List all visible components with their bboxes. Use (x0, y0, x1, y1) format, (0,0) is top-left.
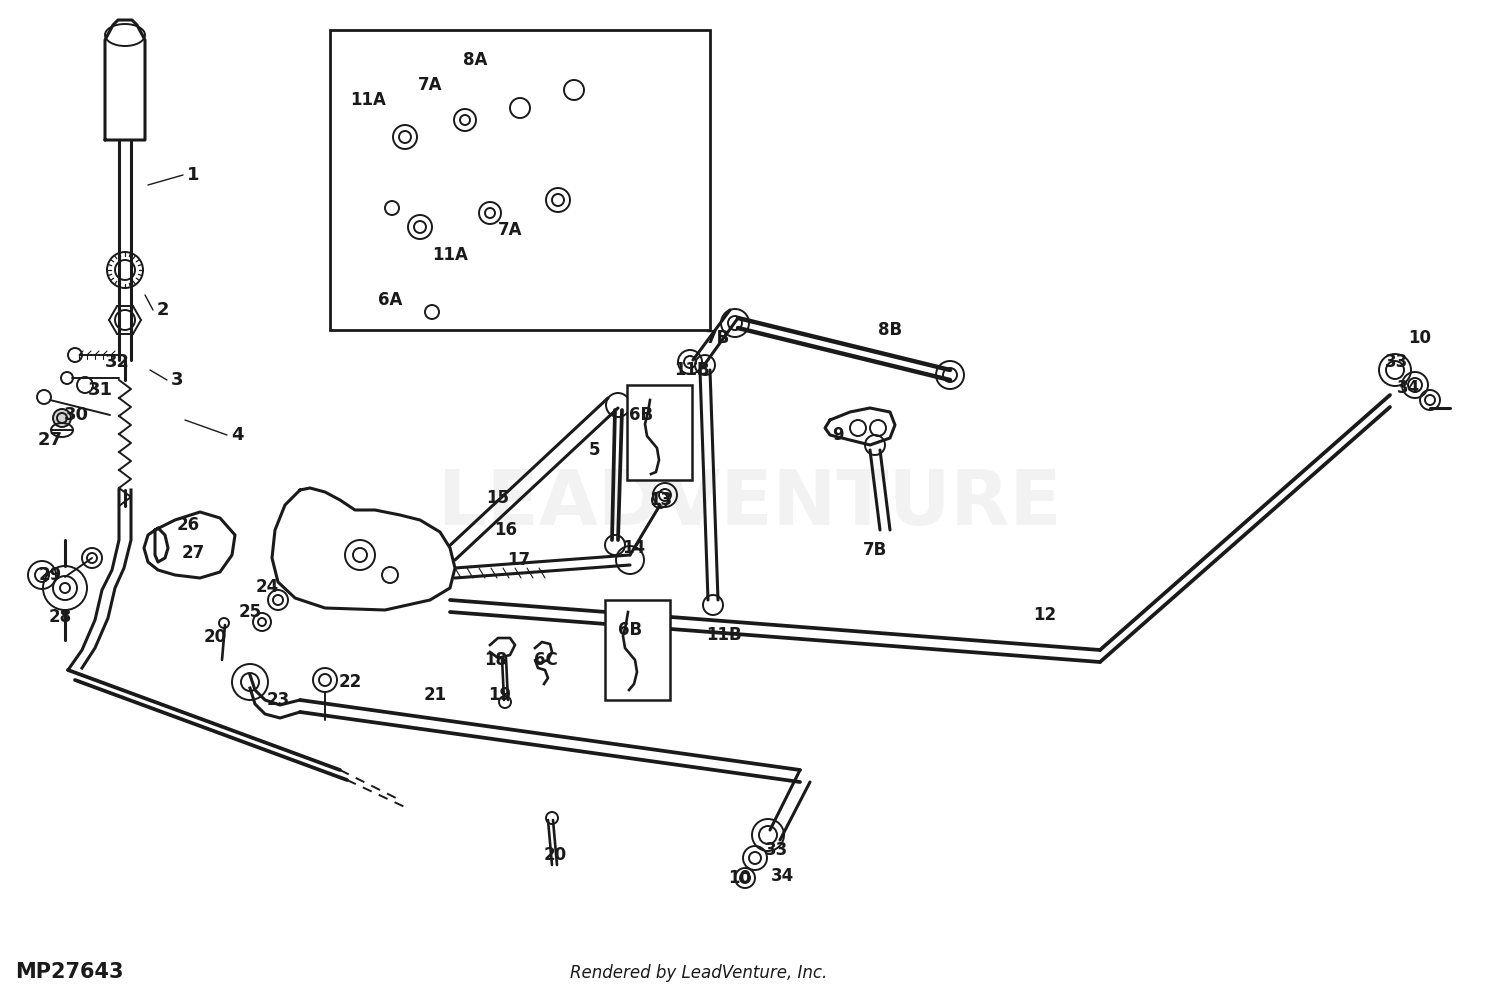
Text: 6B: 6B (628, 406, 652, 424)
Text: 32: 32 (105, 353, 129, 371)
Text: 26: 26 (177, 516, 200, 534)
Text: 14: 14 (622, 539, 645, 557)
Text: 17: 17 (507, 551, 531, 569)
Text: 16: 16 (495, 521, 517, 539)
Text: 34: 34 (1396, 379, 1419, 397)
Text: 6A: 6A (378, 291, 402, 309)
Text: 9: 9 (833, 426, 844, 444)
Text: 6B: 6B (618, 621, 642, 639)
Polygon shape (825, 408, 896, 445)
Text: 7B: 7B (862, 541, 886, 559)
Text: 11B: 11B (674, 361, 710, 379)
Text: 19: 19 (489, 686, 512, 704)
Text: 27: 27 (182, 544, 204, 562)
Polygon shape (105, 20, 146, 140)
Text: 5: 5 (588, 441, 600, 459)
Text: 23: 23 (267, 691, 290, 709)
Text: MP27643: MP27643 (15, 962, 123, 982)
Text: 2: 2 (156, 301, 170, 319)
Text: 21: 21 (423, 686, 447, 704)
Text: 10: 10 (1408, 329, 1431, 347)
Text: 6C: 6C (534, 651, 558, 669)
Text: 11A: 11A (350, 91, 386, 109)
Text: 8A: 8A (464, 51, 488, 69)
Text: 31: 31 (87, 381, 112, 399)
Bar (604, 600, 670, 700)
Text: 15: 15 (486, 489, 510, 507)
Polygon shape (144, 512, 236, 578)
Text: 7A: 7A (417, 76, 442, 94)
Bar (330, 30, 710, 330)
Text: 33: 33 (1384, 353, 1407, 371)
Text: 20: 20 (204, 628, 226, 646)
Text: 13: 13 (650, 491, 672, 509)
Text: 33: 33 (765, 841, 788, 859)
Text: 20: 20 (543, 846, 567, 864)
Text: 11B: 11B (706, 626, 742, 644)
Polygon shape (272, 488, 454, 610)
Text: 18: 18 (484, 651, 507, 669)
Text: 7A: 7A (498, 221, 522, 239)
Text: 1: 1 (186, 166, 200, 184)
Text: 29: 29 (39, 566, 62, 584)
Text: 30: 30 (63, 406, 88, 424)
Text: 3: 3 (171, 371, 183, 389)
Text: 8B: 8B (878, 321, 902, 339)
Text: LEADVENTURE: LEADVENTURE (438, 466, 1062, 541)
Text: 4: 4 (231, 426, 243, 444)
Circle shape (53, 409, 70, 427)
Text: 24: 24 (255, 578, 279, 596)
Text: 11A: 11A (432, 246, 468, 264)
Text: 25: 25 (238, 603, 261, 621)
Text: 7B: 7B (706, 329, 730, 347)
Text: 34: 34 (771, 867, 794, 885)
Text: 22: 22 (339, 673, 362, 691)
Text: 28: 28 (48, 608, 72, 626)
Bar (627, 385, 692, 480)
Text: 10: 10 (729, 869, 752, 887)
Text: 27: 27 (38, 431, 63, 449)
Text: 12: 12 (1034, 606, 1056, 624)
Text: Rendered by LeadVenture, Inc.: Rendered by LeadVenture, Inc. (570, 964, 828, 982)
